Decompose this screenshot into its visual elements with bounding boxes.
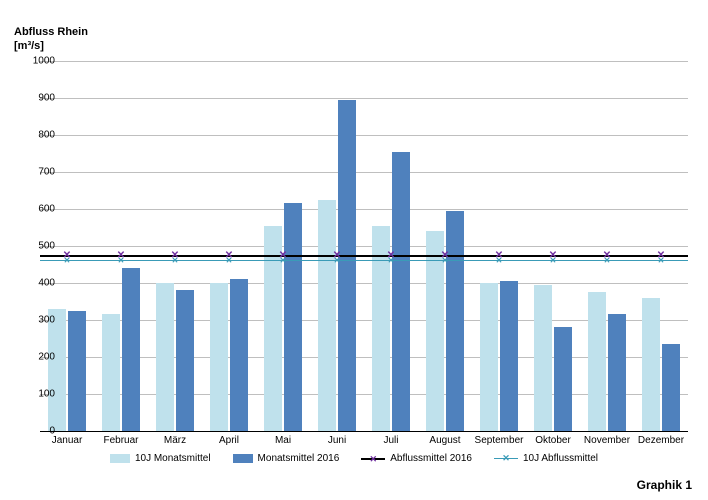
y-tick-label: 0 xyxy=(25,426,55,437)
bar xyxy=(122,268,140,431)
y-tick-label: 700 xyxy=(25,167,55,178)
legend-item: 10J Monatsmittel xyxy=(110,453,211,464)
x-tick-label: März xyxy=(164,435,186,446)
chart-container: Abfluss Rhein [m³/s] ✕✕✕✕✕✕✕✕✕✕✕✕✕✕✕✕✕✕✕… xyxy=(0,0,708,500)
legend-marker-x-icon: ✕ xyxy=(369,453,377,464)
legend-item: ✕ 10J Abflussmittel xyxy=(494,453,598,464)
legend-line-icon: ✕ xyxy=(494,458,518,459)
x-tick-label: September xyxy=(475,435,524,446)
x-tick-label: August xyxy=(429,435,460,446)
bar xyxy=(392,152,410,431)
bar xyxy=(230,279,248,431)
bar xyxy=(534,285,552,431)
y-tick-label: 300 xyxy=(25,315,55,326)
bar xyxy=(176,290,194,431)
x-tick-label: November xyxy=(584,435,630,446)
y-tick-label: 800 xyxy=(25,130,55,141)
bar xyxy=(642,298,660,431)
bar xyxy=(48,309,66,431)
title-line-2: [m³/s] xyxy=(14,40,44,52)
x-tick-label: Mai xyxy=(275,435,291,446)
legend-swatch-icon xyxy=(233,454,253,463)
legend-label: Abflussmittel 2016 xyxy=(390,453,472,464)
figure-label: Graphik 1 xyxy=(637,478,692,492)
legend-line-icon: ✕ xyxy=(361,458,385,460)
y-tick-label: 100 xyxy=(25,389,55,400)
x-tick-label: Juli xyxy=(383,435,398,446)
bar xyxy=(210,283,228,431)
bar xyxy=(608,314,626,431)
bars-layer xyxy=(40,61,688,431)
legend-marker-x-icon: ✕ xyxy=(502,453,510,464)
y-tick-label: 400 xyxy=(25,278,55,289)
y-tick-label: 1000 xyxy=(25,56,55,67)
bar xyxy=(588,292,606,431)
bar xyxy=(284,203,302,431)
bar xyxy=(446,211,464,431)
x-tick-label: Juni xyxy=(328,435,346,446)
x-tick-label: April xyxy=(219,435,239,446)
bar xyxy=(480,283,498,431)
bar xyxy=(68,311,86,431)
title-line-1: Abfluss Rhein xyxy=(14,26,88,38)
x-tick-label: Dezember xyxy=(638,435,684,446)
y-tick-label: 600 xyxy=(25,204,55,215)
legend-label: 10J Monatsmittel xyxy=(135,453,211,464)
legend-label: Monatsmittel 2016 xyxy=(258,453,340,464)
legend-label: 10J Abflussmittel xyxy=(523,453,598,464)
x-tick-label: Februar xyxy=(103,435,138,446)
x-tick-label: Oktober xyxy=(535,435,571,446)
legend-item: ✕ Abflussmittel 2016 xyxy=(361,453,472,464)
bar xyxy=(318,200,336,431)
y-tick-label: 900 xyxy=(25,93,55,104)
legend-swatch-icon xyxy=(110,454,130,463)
bar xyxy=(500,281,518,431)
y-tick-label: 500 xyxy=(25,241,55,252)
chart-title: Abfluss Rhein [m³/s] xyxy=(14,26,88,54)
bar xyxy=(102,314,120,431)
bar xyxy=(662,344,680,431)
bar xyxy=(156,283,174,431)
bar xyxy=(554,327,572,431)
x-tick-label: Januar xyxy=(52,435,83,446)
legend-item: Monatsmittel 2016 xyxy=(233,453,340,464)
plot-area: ✕✕✕✕✕✕✕✕✕✕✕✕✕✕✕✕✕✕✕✕✕✕✕✕ xyxy=(40,61,688,432)
legend: 10J Monatsmittel Monatsmittel 2016 ✕ Abflus… xyxy=(0,453,708,464)
y-tick-label: 200 xyxy=(25,352,55,363)
bar xyxy=(338,100,356,431)
